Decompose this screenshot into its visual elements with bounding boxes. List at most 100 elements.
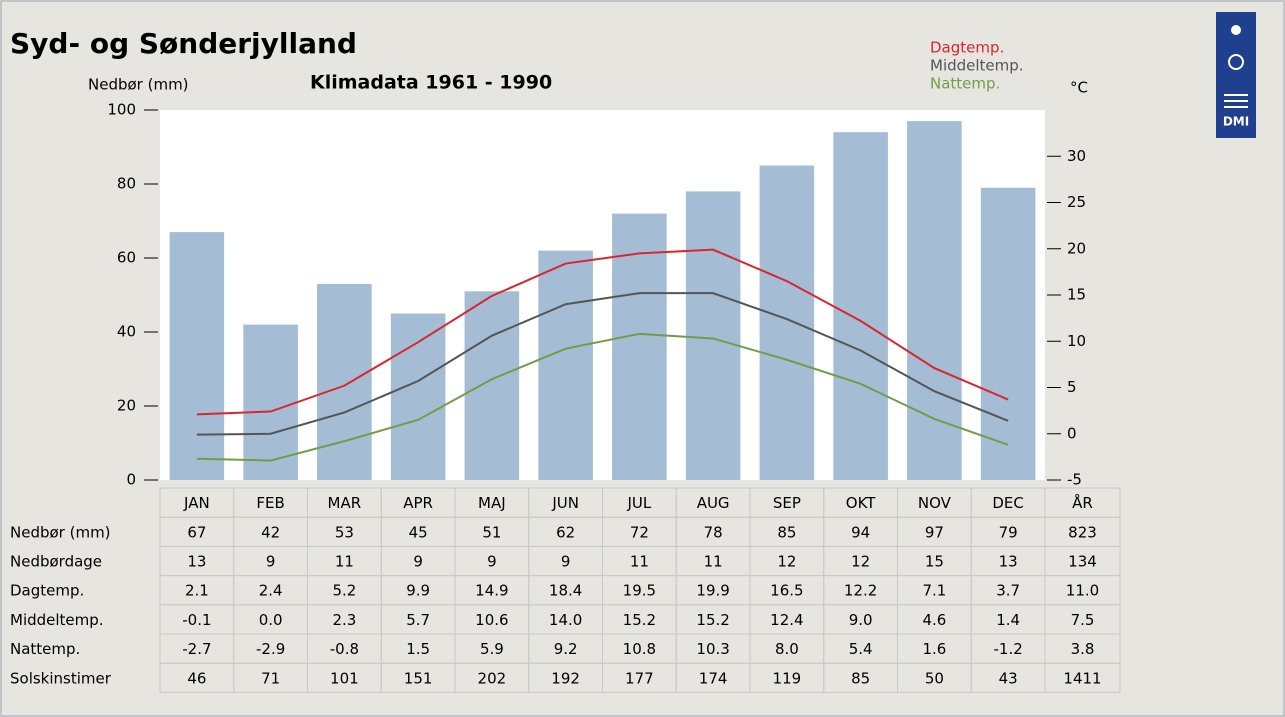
y2-tick-label: 10: [1067, 332, 1086, 350]
table-value: 85: [777, 523, 796, 541]
table-header: ÅR: [1072, 493, 1093, 512]
logo-sun: [1228, 54, 1244, 70]
bar: [685, 191, 741, 480]
y2-tick-label: -5: [1067, 471, 1082, 489]
table-value: 134: [1068, 553, 1097, 571]
plot-area: [160, 110, 1045, 480]
y-tick-label: 0: [126, 471, 136, 489]
table-value: 151: [404, 669, 433, 687]
table-value: 8.0: [775, 640, 799, 658]
x-tick-label: SEP: [773, 494, 801, 512]
bar: [980, 187, 1036, 480]
table-value: 14.9: [475, 582, 508, 600]
table-value: 15.2: [623, 611, 656, 629]
table-value: 2.4: [259, 582, 283, 600]
bar: [243, 324, 298, 480]
table-value: 9.2: [554, 640, 578, 658]
line: [196, 292, 1009, 436]
table-value: 9: [413, 553, 423, 571]
logo: DMI: [1216, 12, 1256, 138]
table-value: 5.4: [849, 640, 873, 658]
table-value: 1.5: [406, 640, 430, 658]
table-value: 9: [561, 553, 571, 571]
table-value: 12: [851, 553, 870, 571]
bar: [759, 165, 815, 480]
table-value: 7.5: [1071, 611, 1095, 629]
table-value: 12.2: [844, 582, 877, 600]
table-value: 9.0: [849, 611, 873, 629]
table-row-label: Nedbørdage: [10, 553, 102, 571]
table-value: -2.9: [256, 640, 285, 658]
table-value: 5.9: [480, 640, 504, 658]
y2-tick-label: 30: [1067, 147, 1086, 165]
x-tick-label: OKT: [846, 494, 876, 512]
table-value: 11: [335, 553, 354, 571]
y-tick-label: 60: [117, 249, 136, 267]
table-value: -1.2: [993, 640, 1022, 658]
table-value: 11.0: [1066, 582, 1099, 600]
table-cell: [1044, 662, 1121, 693]
y-tick-label: 20: [117, 397, 136, 415]
table-value: 72: [630, 523, 649, 541]
y2-axis-label: °C: [1070, 79, 1088, 97]
table-value: 97: [925, 523, 944, 541]
table-value: 9.9: [406, 582, 430, 600]
y2-tick-label: 25: [1067, 193, 1086, 211]
table-value: 1.4: [996, 611, 1020, 629]
table-value: 5.7: [406, 611, 430, 629]
chart-title: Syd- og Sønderjylland: [10, 27, 357, 60]
table-value: 11: [704, 553, 723, 571]
table-value: 19.9: [696, 582, 729, 600]
bar: [907, 121, 962, 480]
chart-subtitle: Klimadata 1961 - 1990: [310, 72, 552, 94]
table-value: 46: [187, 669, 206, 687]
table-value: 2.1: [185, 582, 209, 600]
table-row-label: Solskinstimer: [10, 669, 112, 687]
table-value: 0.0: [259, 611, 283, 629]
table-value: 119: [773, 669, 802, 687]
logo-waves: [1224, 94, 1248, 108]
table-value: 53: [335, 523, 354, 541]
table-value: 13: [999, 553, 1018, 571]
table-value: 43: [999, 669, 1018, 687]
table-value: 10.6: [475, 611, 508, 629]
legend-entry: Nattemp.: [930, 75, 1000, 93]
legend-entry: Dagtemp.: [930, 39, 1004, 57]
x-tick-label: DEC: [992, 494, 1024, 512]
x-tick-label: JAN: [183, 494, 210, 512]
table-value: 1411: [1063, 669, 1101, 687]
table-value: 1.6: [922, 640, 946, 658]
y2-tick-label: 0: [1067, 424, 1077, 442]
y2-tick-label: 20: [1067, 239, 1086, 257]
y-tick-label: 40: [117, 323, 136, 341]
y-axis-label: Nedbør (mm): [88, 76, 189, 94]
table-row-label: Nattemp.: [10, 640, 80, 658]
line: [196, 332, 1009, 462]
table-value: 3.8: [1071, 640, 1095, 658]
table-value: -0.8: [330, 640, 359, 658]
table-value: 823: [1068, 523, 1097, 541]
table-value: 3.7: [996, 582, 1020, 600]
bar: [169, 232, 225, 480]
table-value: 2.3: [332, 611, 356, 629]
bar: [833, 132, 888, 480]
logo-text: DMI: [1223, 115, 1249, 129]
table-value: 51: [482, 523, 501, 541]
table-value: 42: [261, 523, 280, 541]
table-value: 18.4: [549, 582, 582, 600]
table-value: 174: [699, 669, 728, 687]
table-value: 12: [777, 553, 796, 571]
logo-crown: [1231, 25, 1241, 35]
table-row-label: Dagtemp.: [10, 582, 84, 600]
table-value: 192: [551, 669, 580, 687]
table-value: 67: [187, 523, 206, 541]
table-value: 202: [478, 669, 507, 687]
table-value: 85: [851, 669, 870, 687]
table-value: 10.3: [696, 640, 729, 658]
table-value: 4.6: [922, 611, 946, 629]
x-tick-label: MAJ: [478, 494, 506, 512]
table-value: 71: [261, 669, 280, 687]
bar: [538, 250, 593, 480]
table-value: 10.8: [623, 640, 656, 658]
table-value: 45: [409, 523, 428, 541]
